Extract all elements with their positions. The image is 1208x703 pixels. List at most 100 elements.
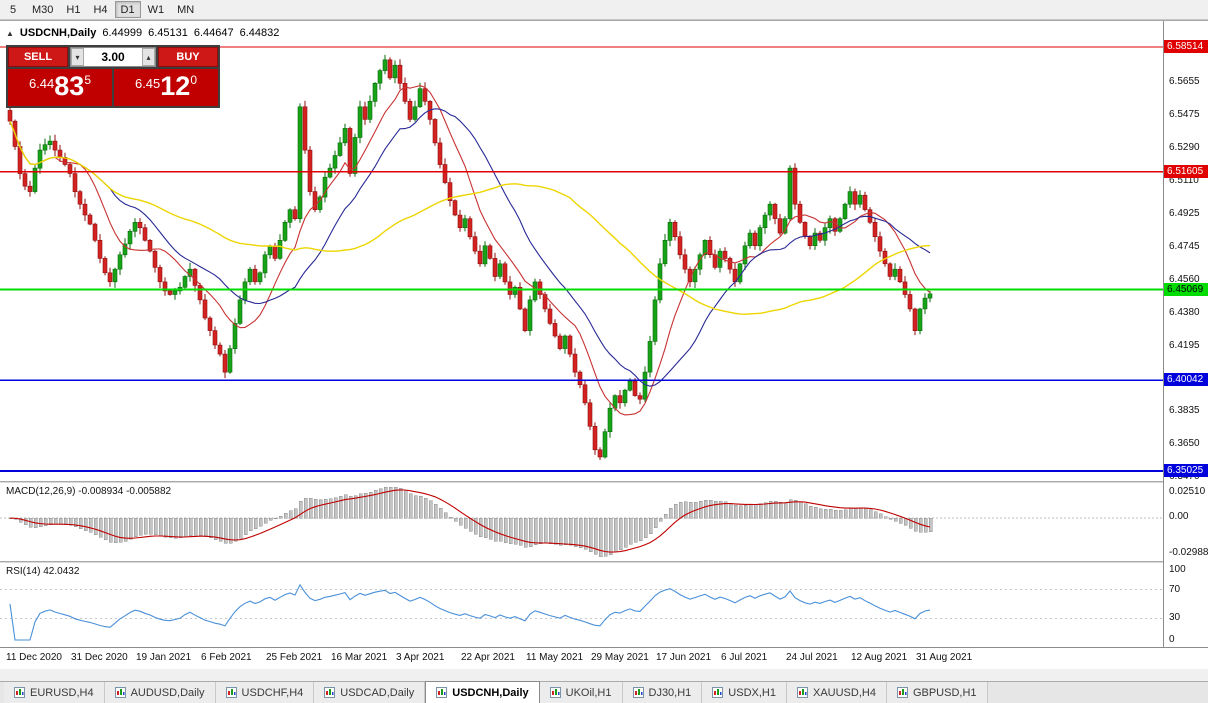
- chart-icon: [796, 687, 808, 698]
- sell-price-point: 5: [84, 73, 92, 87]
- panel-splitter-macd[interactable]: [0, 481, 1208, 483]
- macd-axis-max: 0.02510: [1169, 486, 1206, 497]
- tab-audusd-daily[interactable]: AUDUSD,Daily: [104, 682, 216, 703]
- timeframe-mn[interactable]: MN: [171, 1, 201, 18]
- date-label: 11 Dec 2020: [6, 652, 62, 663]
- timeframe-m30[interactable]: M30: [26, 1, 60, 18]
- macd-axis-zero: 0.00: [1169, 511, 1189, 522]
- tab-label: XAUUSD,H4: [812, 686, 876, 699]
- hline-price-label: 6.35025: [1164, 464, 1208, 477]
- price-tick: 6.3650: [1169, 438, 1200, 449]
- tab-gbpusd-h1[interactable]: GBPUSD,H1: [886, 682, 988, 703]
- rsi-axis-70: 70: [1169, 584, 1181, 595]
- price-tick: 6.4560: [1169, 274, 1200, 285]
- price-tick: 6.4745: [1169, 241, 1200, 252]
- date-label: 22 Apr 2021: [461, 652, 515, 663]
- timeframe-h4[interactable]: H4: [87, 1, 114, 18]
- main-price-chart[interactable]: [0, 21, 1163, 481]
- timeframe-d1[interactable]: D1: [114, 1, 141, 18]
- sell-price-display[interactable]: 6.44 83 5: [8, 69, 112, 106]
- date-label: 19 Jan 2021: [136, 652, 192, 663]
- timeframe-toolbar: 5 M30 H1 H4 D1 W1 MN: [0, 0, 1208, 20]
- sell-button[interactable]: SELL: [8, 47, 68, 67]
- macd-label: MACD(12,26,9) -0.008934 -0.005882: [6, 486, 172, 497]
- ohlc-low: 6.44647: [193, 27, 234, 39]
- tab-label: USDCHF,H4: [241, 686, 304, 699]
- tab-label: EURUSD,H4: [30, 686, 94, 699]
- date-label: 29 May 2021: [591, 652, 649, 663]
- price-tick: 6.4195: [1169, 340, 1200, 351]
- price-tick: 6.3835: [1169, 405, 1200, 416]
- date-label: 31 Aug 2021: [916, 652, 973, 663]
- one-click-trading-panel: SELL ▾ 3.00 ▴ BUY 6.44 83 5 6.45 12 0: [6, 45, 220, 108]
- one-click-panel-toggle-icon[interactable]: ▲: [6, 28, 14, 38]
- date-label: 17 Jun 2021: [656, 652, 712, 663]
- tab-ukoil-h1[interactable]: UKOil,H1: [539, 682, 623, 703]
- tab-usdcad-daily[interactable]: USDCAD,Daily: [314, 682, 426, 703]
- tab-xauusd-h4[interactable]: XAUUSD,H4: [786, 682, 887, 703]
- panel-splitter-rsi[interactable]: [0, 561, 1208, 563]
- date-label: 12 Aug 2021: [851, 652, 908, 663]
- tab-label: USDX,H1: [728, 686, 776, 699]
- symbol-title: USDCNH,Daily: [19, 27, 97, 39]
- hline-price-label: 6.40042: [1164, 373, 1208, 386]
- chart-icon: [114, 687, 126, 698]
- volume-decrease-button[interactable]: ▾: [71, 48, 84, 66]
- hline-price-label: 6.45069: [1164, 283, 1208, 296]
- chart-icon: [225, 687, 237, 698]
- rsi-axis-100: 100: [1169, 564, 1186, 575]
- ohlc-close: 6.44832: [239, 27, 280, 39]
- chart-icon: [896, 687, 908, 698]
- timeframe-h1[interactable]: H1: [60, 1, 87, 18]
- chart-icon: [14, 687, 25, 698]
- tab-dj30-h1[interactable]: DJ30,H1: [622, 682, 703, 703]
- price-axis[interactable]: 0.02510 0.00 -0.02988 100 70 30 0 6.5655…: [1163, 21, 1208, 647]
- chart-window: ▲ USDCNH,Daily 6.44999 6.45131 6.44647 6…: [0, 20, 1208, 669]
- timeframe-w1[interactable]: W1: [141, 1, 171, 18]
- price-tick: 6.4380: [1169, 307, 1200, 318]
- chart-icon: [436, 687, 448, 698]
- tab-label: USDCNH,Daily: [452, 686, 529, 699]
- tab-usdchf-h4[interactable]: USDCHF,H4: [215, 682, 315, 703]
- tab-label: AUDUSD,Daily: [130, 686, 205, 699]
- macd-indicator-chart[interactable]: [0, 483, 1163, 561]
- price-tick: 6.5290: [1169, 142, 1200, 153]
- date-label: 31 Dec 2020: [71, 652, 128, 663]
- date-label: 6 Jul 2021: [721, 652, 768, 663]
- chart-icon: [549, 687, 561, 698]
- date-axis[interactable]: 11 Dec 2020 31 Dec 2020 19 Jan 2021 6 Feb 2…: [0, 647, 1208, 669]
- date-label: 24 Jul 2021: [786, 652, 838, 663]
- hline-price-label: 6.58514: [1164, 40, 1208, 53]
- chart-icon: [324, 687, 336, 698]
- buy-price-pips: 12: [160, 71, 191, 101]
- chart-icon: [632, 687, 644, 698]
- ohlc-open: 6.44999: [102, 27, 143, 39]
- ohlc-high: 6.45131: [148, 27, 188, 39]
- date-label: 11 May 2021: [526, 652, 584, 663]
- hline-price-label: 6.51605: [1164, 165, 1208, 178]
- sell-price-handle: 6.44: [28, 76, 55, 91]
- date-label: 3 Apr 2021: [396, 652, 445, 663]
- buy-price-display[interactable]: 6.45 12 0: [114, 69, 218, 106]
- tab-usdx-h1[interactable]: USDX,H1: [702, 682, 787, 703]
- volume-increase-button[interactable]: ▴: [142, 48, 155, 66]
- timeframe-5[interactable]: 5: [1, 1, 25, 18]
- chart-icon: [712, 687, 724, 698]
- tab-label: USDCAD,Daily: [340, 686, 415, 699]
- chart-tabs-bar: EURUSD,H4 AUDUSD,Daily USDCHF,H4 USDCAD,Dai…: [0, 681, 1208, 703]
- date-label: 25 Feb 2021: [266, 652, 323, 663]
- volume-value[interactable]: 3.00: [101, 50, 125, 64]
- tab-usdcnh-daily[interactable]: USDCNH,Daily: [425, 681, 540, 703]
- rsi-axis-0: 0: [1169, 634, 1175, 645]
- date-label: 6 Feb 2021: [201, 652, 252, 663]
- buy-button[interactable]: BUY: [158, 47, 218, 67]
- date-label: 16 Mar 2021: [331, 652, 388, 663]
- tab-label: GBPUSD,H1: [912, 686, 977, 699]
- buy-price-point: 0: [190, 73, 198, 87]
- price-tick: 6.5110: [1169, 175, 1199, 186]
- tab-eurusd-h4[interactable]: EURUSD,H4: [4, 682, 105, 703]
- buy-price-handle: 6.45: [134, 76, 161, 91]
- volume-field[interactable]: ▾ 3.00 ▴: [70, 47, 156, 67]
- tab-label: DJ30,H1: [648, 686, 692, 699]
- rsi-indicator-chart[interactable]: [0, 563, 1163, 647]
